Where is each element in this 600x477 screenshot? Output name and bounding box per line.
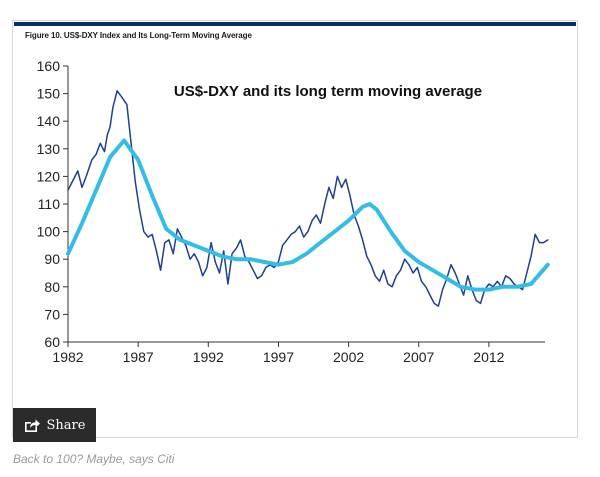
chart-series-layer xyxy=(66,90,550,307)
y-tick-label: 150 xyxy=(37,86,61,102)
x-tick-label: 2012 xyxy=(473,349,504,365)
x-tick-label: 1987 xyxy=(123,349,154,365)
y-tick-label: 120 xyxy=(37,168,61,184)
y-tick-label: 100 xyxy=(37,224,61,240)
image-caption: Back to 100? Maybe, says Citi xyxy=(13,452,175,466)
y-tick-label: 60 xyxy=(44,334,60,350)
x-tick-label: 2002 xyxy=(333,349,364,365)
x-tick-label: 2007 xyxy=(403,349,434,365)
y-tick-label: 110 xyxy=(38,196,61,212)
x-tick-label: 1982 xyxy=(52,349,83,365)
y-tick-label: 90 xyxy=(44,251,60,267)
y-tick-label: 70 xyxy=(44,306,60,322)
chart-axes: 60 70 80 90 100 110 120 130 140 150 160 1982 1987 199… xyxy=(37,58,545,365)
share-label: Share xyxy=(46,417,86,433)
chart-title: US$-DXY and its long term moving average xyxy=(174,83,482,100)
x-tick-label: 1992 xyxy=(193,349,224,365)
figure-header-bar xyxy=(14,22,576,26)
y-tick-label: 80 xyxy=(44,279,60,295)
share-icon xyxy=(24,418,40,432)
y-tick-label: 130 xyxy=(37,141,61,157)
series-line-moving-average xyxy=(66,138,550,292)
figure-title: Figure 10. US$-DXY Index and Its Long-Te… xyxy=(25,31,252,40)
chart-frame xyxy=(12,20,578,438)
share-button[interactable]: Share xyxy=(13,408,96,442)
series-line-dxy-index xyxy=(67,90,549,307)
y-tick-label: 160 xyxy=(37,58,61,74)
y-tick-label: 140 xyxy=(37,113,61,129)
x-tick-label: 1997 xyxy=(263,349,294,365)
